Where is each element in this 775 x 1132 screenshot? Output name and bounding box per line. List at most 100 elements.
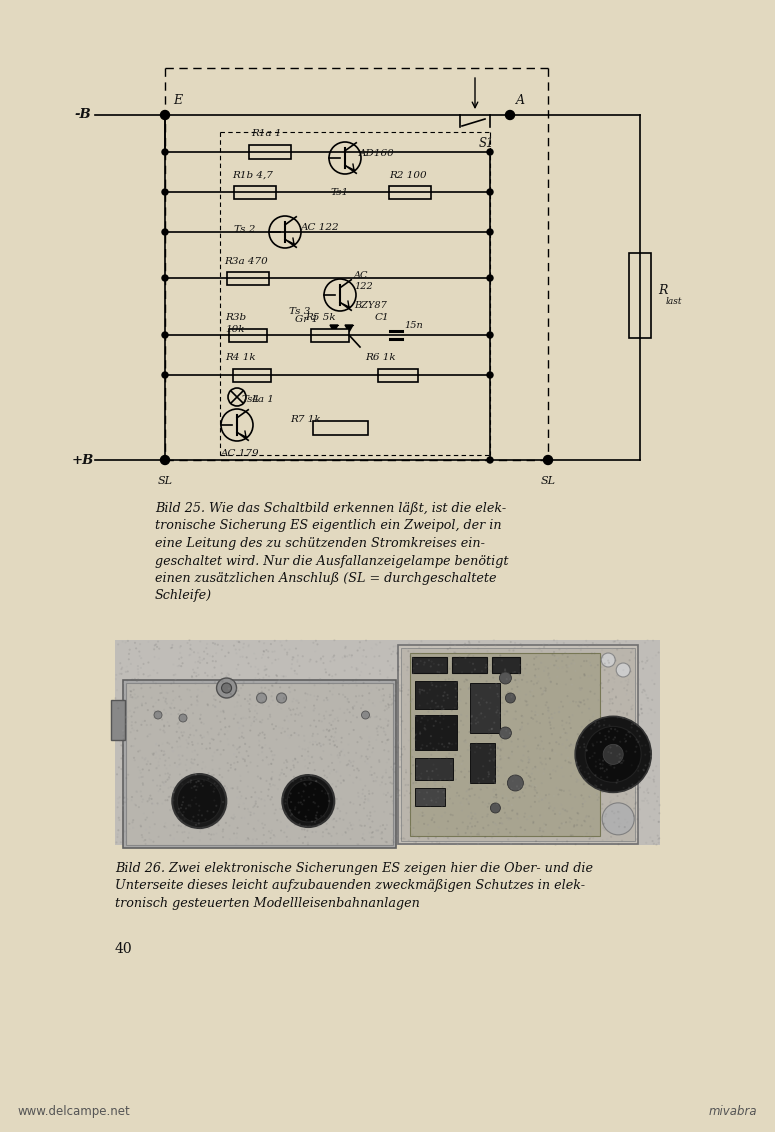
Point — [324, 683, 336, 701]
Point — [614, 732, 626, 751]
Point — [329, 720, 342, 738]
Point — [330, 824, 343, 842]
Point — [383, 696, 395, 714]
Point — [580, 632, 592, 650]
Point — [214, 668, 226, 686]
Point — [438, 738, 450, 756]
Point — [248, 710, 260, 728]
Point — [389, 713, 401, 731]
Circle shape — [361, 711, 370, 719]
Point — [231, 829, 243, 847]
Point — [331, 709, 343, 727]
Point — [153, 782, 165, 800]
Point — [177, 832, 190, 850]
Point — [542, 799, 555, 817]
Point — [118, 686, 130, 704]
Point — [306, 727, 319, 745]
Point — [184, 681, 196, 700]
Point — [228, 636, 240, 654]
Point — [195, 713, 208, 731]
Point — [434, 713, 446, 731]
Point — [248, 709, 260, 727]
Point — [274, 766, 286, 784]
Point — [564, 786, 577, 804]
Point — [196, 739, 208, 757]
Point — [175, 723, 188, 741]
Point — [616, 832, 629, 850]
Point — [160, 695, 173, 713]
Point — [429, 777, 441, 795]
Point — [394, 751, 407, 769]
Point — [388, 806, 400, 824]
Point — [346, 820, 359, 838]
Point — [178, 818, 191, 837]
Point — [437, 686, 450, 704]
Point — [140, 835, 152, 854]
Point — [185, 753, 198, 771]
Point — [443, 747, 456, 765]
Point — [253, 731, 266, 749]
Point — [308, 696, 320, 714]
Point — [222, 666, 235, 684]
Point — [463, 679, 475, 697]
Point — [159, 814, 171, 832]
Point — [350, 687, 362, 705]
Point — [190, 663, 202, 681]
Point — [442, 813, 454, 831]
Point — [418, 653, 431, 671]
Point — [490, 786, 502, 804]
Point — [129, 796, 142, 814]
Point — [604, 794, 617, 812]
Point — [125, 655, 137, 674]
Point — [397, 676, 409, 694]
Point — [625, 719, 638, 737]
Point — [171, 657, 184, 675]
Point — [553, 735, 565, 753]
Point — [575, 787, 587, 805]
Point — [135, 782, 147, 800]
Point — [512, 805, 524, 823]
Point — [308, 687, 321, 705]
Point — [249, 797, 261, 815]
Point — [470, 714, 482, 732]
Point — [110, 670, 122, 688]
Point — [539, 755, 552, 773]
Point — [183, 631, 195, 649]
Point — [548, 643, 560, 661]
Point — [561, 687, 574, 705]
Point — [214, 780, 226, 798]
Point — [568, 648, 580, 666]
Bar — [492, 657, 520, 674]
Point — [609, 651, 622, 669]
Point — [182, 829, 195, 847]
Point — [374, 661, 386, 679]
Point — [243, 695, 256, 713]
Point — [494, 704, 506, 722]
Point — [602, 672, 615, 691]
Point — [323, 721, 336, 739]
Point — [390, 637, 402, 655]
Point — [372, 718, 384, 736]
Point — [515, 635, 527, 653]
Point — [549, 704, 561, 722]
Point — [109, 713, 122, 731]
Point — [147, 672, 160, 691]
Point — [438, 692, 450, 710]
Point — [208, 659, 221, 677]
Point — [232, 778, 244, 796]
Point — [326, 809, 338, 827]
Point — [303, 788, 315, 806]
Point — [275, 723, 288, 741]
Point — [528, 650, 540, 668]
Point — [363, 709, 376, 727]
Bar — [311, 328, 349, 342]
Point — [248, 712, 260, 730]
Point — [441, 780, 453, 798]
Point — [115, 745, 128, 763]
Point — [488, 713, 501, 731]
Point — [289, 798, 301, 816]
Point — [365, 829, 377, 847]
Point — [617, 661, 629, 679]
Point — [370, 635, 382, 653]
Point — [133, 762, 146, 780]
